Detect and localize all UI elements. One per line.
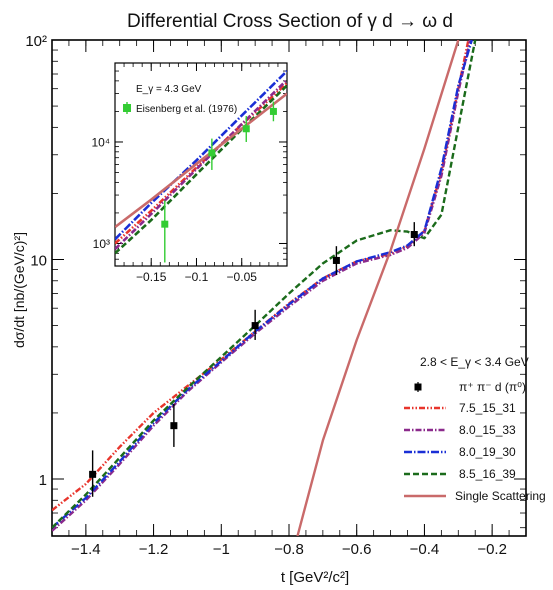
series-line-7-5-15-31 [115,82,287,245]
legend-label: 8.0_19_30 [459,445,516,459]
series-line-8-0-19-30 [52,40,473,529]
y-axis-label: dσ/dt [nb/(GeV/c)²] [11,232,27,348]
legend-label-data: π⁺ π⁻ d (π⁰) [459,380,526,394]
legend-label: Single Scattering [455,489,546,503]
data-point [208,149,216,157]
inset-legend-entry: Eisenberg et al. (1976) [123,102,237,115]
y-tick-label: 1 [39,472,47,489]
inset-energy-label: E_γ = 4.3 GeV [136,84,202,95]
legend-entry-data: π⁺ π⁻ d (π⁰) [414,380,526,394]
x-tick-label: −0.2 [477,541,507,558]
inset-legend-label: Eisenberg et al. (1976) [136,104,237,115]
legend-label: 8.0_15_33 [459,423,516,437]
x-axis-label: t [GeV²/c²] [281,569,349,586]
y-tick-label: 10³ [93,237,110,251]
data-point [89,470,97,478]
x-tick-label: −1.4 [71,541,101,558]
inset-axis-ticks: −0.15 −0.1 −0.05 10³ 10⁴ [91,62,288,284]
data-point [269,107,277,115]
series-line-8-5-16-39 [52,40,477,529]
inset-series-layer [115,70,287,255]
y-tick-label: 10⁴ [91,136,110,150]
data-point [410,230,418,238]
y-tick-label: 10 [30,252,47,269]
series-line-8-0-15-33 [115,78,287,251]
data-point [332,256,340,264]
series-line-8-5-16-39 [115,84,287,255]
series-line-single-scattering [296,40,460,536]
series-line-single-scattering [115,92,287,229]
data-point [170,422,178,430]
legend-label: 8.5_16_39 [459,467,516,481]
data-point [161,220,169,228]
x-tick-label: −0.6 [342,541,372,558]
main-axis-ticks: −1.4 −1.2 −1 −0.8 −0.6 −0.4 −0.2 1 10 10² [25,33,527,558]
chart-title: Differential Cross Section of γ d → ω d [127,11,453,32]
series-line-7-5-15-31 [52,40,470,512]
data-point [251,322,259,330]
x-tick-label: −0.8 [274,541,304,558]
legend: 2.8 < E_γ < 3.4 GeV π⁺ π⁻ d (π⁰) 7.5_15_… [404,355,546,503]
x-tick-label: −1.2 [139,541,169,558]
data-point [242,125,250,133]
main-data-points [89,222,418,497]
series-line-8-0-15-33 [52,40,472,532]
main-series-layer [52,40,477,536]
legend-header: 2.8 < E_γ < 3.4 GeV [420,355,529,369]
x-tick-label: −0.1 [185,270,209,284]
x-tick-label: −0.4 [410,541,440,558]
y-tick-label: 10² [25,33,47,50]
legend-label: 7.5_15_31 [459,401,516,415]
series-line-8-0-19-30 [115,70,287,241]
x-tick-label: −1 [213,541,230,558]
inset-data-points [161,101,277,263]
x-tick-label: −0.05 [227,270,258,284]
x-tick-label: −0.15 [136,270,167,284]
